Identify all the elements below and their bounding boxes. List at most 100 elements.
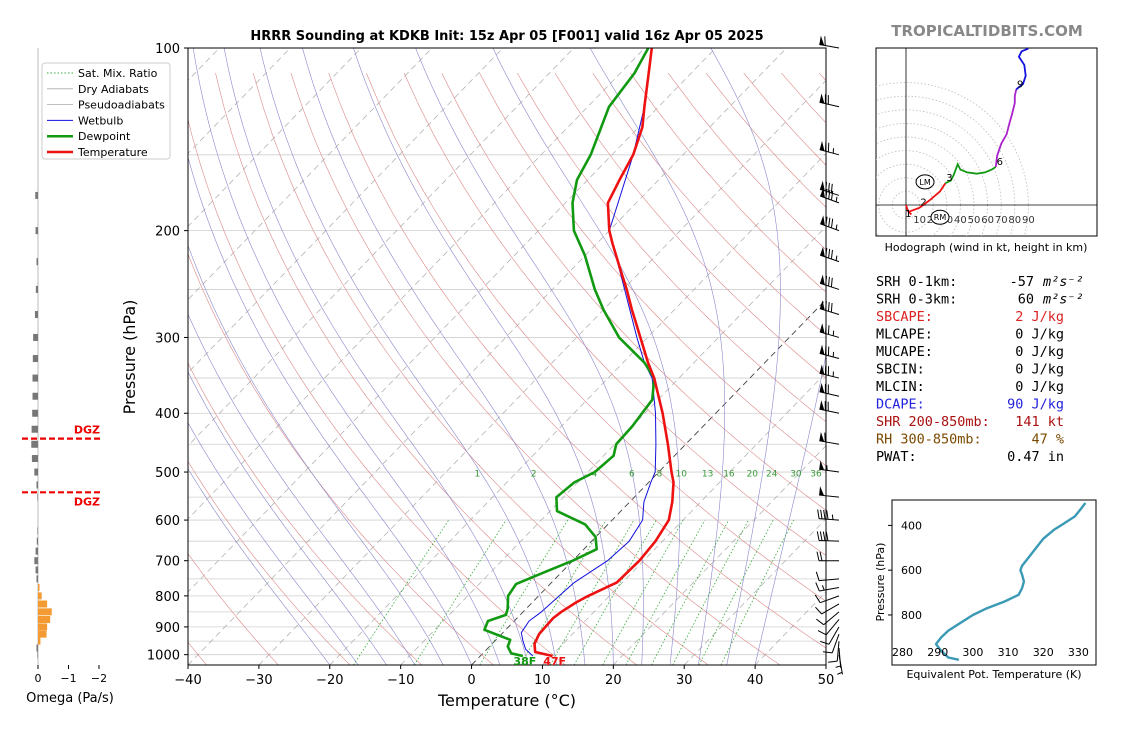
mixing-ratio-label: 30 [790, 469, 802, 479]
barb-full [814, 594, 821, 603]
hodo-segment [994, 89, 1018, 168]
barb-flag [819, 431, 825, 442]
wetbulb-profile [520, 48, 657, 657]
barb-flag [819, 274, 825, 285]
barb-staff [823, 611, 840, 626]
barb-staff [819, 149, 840, 156]
moist-adiabat [259, 48, 557, 665]
theta-e-x-tick-label: 280 [892, 646, 913, 659]
barb-staff [819, 101, 840, 108]
theta-e-x-tick-label: 290 [927, 646, 948, 659]
index-value: 2 J/kg [1015, 309, 1064, 325]
x-tick-label: 50 [818, 673, 835, 688]
barb-flag [819, 93, 825, 104]
moist-adiabat [754, 353, 826, 665]
mixing-ratio-label: 20 [747, 469, 759, 479]
dry-adiabat [479, 72, 826, 467]
theta-e-y-tick-label: 600 [901, 564, 922, 577]
barb-staff [825, 619, 840, 636]
hodo-ring-label: 90 [1022, 215, 1035, 226]
hodo-height-label: 3 [946, 173, 952, 184]
wind-barb [815, 603, 840, 615]
omega-bar-downward [37, 651, 38, 659]
x-tick-label: 30 [676, 673, 693, 688]
dry-adiabat [188, 362, 422, 665]
barb-flag [819, 300, 825, 311]
index-label: SBCAPE: [876, 309, 933, 325]
barb-half [821, 585, 825, 591]
omega-bar-downward [31, 455, 38, 463]
barb-staff [831, 633, 840, 654]
barb-full [828, 276, 830, 287]
omega-bar-downward [35, 566, 38, 574]
legend-label: Temperature [77, 146, 148, 159]
omega-tick-label: −1 [60, 672, 76, 685]
barb-full [830, 249, 833, 260]
barb-full [816, 551, 820, 561]
mixing-ratio-line [413, 519, 507, 665]
index-value: 0 J/kg [1015, 362, 1064, 378]
temperature-profile [533, 48, 675, 658]
mixing-ratio-label: 2 [531, 469, 537, 479]
index-label: PWAT: [876, 449, 917, 465]
mixing-ratio-label: 10 [676, 469, 688, 479]
index-label: SHR 200-850mb: [876, 414, 990, 430]
theta-e-x-tick-label: 320 [1033, 646, 1054, 659]
y-tick-label: 400 [155, 407, 180, 422]
dgz-label: DGZ [74, 424, 100, 437]
y-tick-label: 700 [155, 555, 180, 570]
moist-adiabat [710, 48, 781, 665]
barb-staff [828, 626, 840, 645]
dry-adiabat [215, 73, 637, 665]
hodo-ring-label: 50 [968, 215, 981, 226]
index-label: SRH 0-3km: [876, 292, 957, 308]
dry-adiabat [188, 460, 351, 665]
surface-temperature-label: 47F [543, 655, 566, 668]
wind-barb [820, 626, 840, 645]
barb-full [825, 188, 828, 199]
mixing-ratio-lines: 1 2 4 6 8 10 13 16 20 24 30 36 [353, 469, 822, 665]
omega-bar-downward [36, 644, 38, 652]
omega-bar-downward [37, 527, 38, 535]
barb-full [817, 630, 827, 636]
mixing-ratio-label: 6 [629, 469, 635, 479]
mixing-ratio-label: 4 [591, 469, 597, 479]
barb-full [828, 189, 831, 200]
omega-bar-upward [38, 630, 47, 638]
index-value: 0 J/kg [1015, 344, 1064, 360]
barb-full [825, 181, 828, 192]
barb-full [815, 582, 820, 592]
moist-adiabat [353, 48, 614, 665]
wind-barb [819, 486, 840, 498]
moist-adiabat [302, 48, 586, 665]
omega-bar-downward [32, 409, 38, 417]
dgz-label: DGZ [74, 495, 100, 508]
hodo-ring-label: 70 [995, 215, 1008, 226]
wind-barb [816, 611, 840, 626]
chart-title: HRRR Sounding at KDKB Init: 15z Apr 05 [… [250, 29, 763, 44]
wind-barb [819, 180, 840, 196]
legend-label: Dry Adiabats [78, 83, 149, 96]
barb-full [815, 606, 823, 615]
mixing-ratio-label: 36 [810, 469, 822, 479]
wind-barb [815, 571, 840, 582]
y-tick-label: 200 [155, 225, 180, 240]
mixing-ratio-line [549, 519, 635, 665]
omega-bar-upward [38, 637, 41, 645]
wind-barb [819, 382, 840, 397]
index-label: RH 300-850mb: [876, 432, 982, 448]
barb-full [817, 509, 820, 519]
barb-half [831, 514, 834, 520]
barb-half [835, 196, 838, 202]
skewt-profiles [483, 48, 675, 658]
wind-barb [819, 400, 840, 414]
storm-motion-label: RM [934, 213, 947, 222]
barb-staff [819, 282, 840, 290]
barb-full [822, 531, 826, 541]
omega-bar-downward [33, 333, 38, 341]
mixing-ratio-line [520, 519, 607, 665]
mixing-ratio-line [625, 519, 706, 665]
isotherm-line [258, 79, 826, 665]
barb-full [826, 510, 829, 520]
